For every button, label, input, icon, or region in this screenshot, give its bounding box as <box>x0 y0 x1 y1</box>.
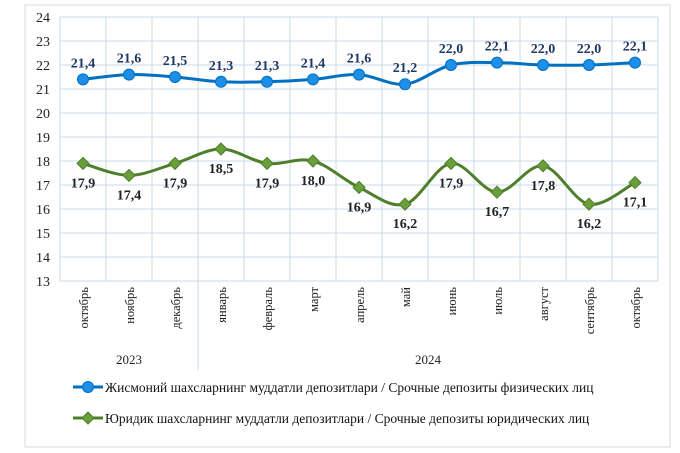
y-tick-label: 21 <box>36 83 50 98</box>
data-label: 22,0 <box>577 42 602 57</box>
data-label: 18,0 <box>301 174 326 189</box>
x-tick-label: октябрь <box>77 287 91 329</box>
y-tick-label: 19 <box>36 131 50 146</box>
y-tick-label: 18 <box>36 155 50 170</box>
data-point <box>398 197 412 211</box>
data-point <box>445 59 457 71</box>
data-label: 21,4 <box>301 56 326 71</box>
data-label: 22,1 <box>623 40 648 55</box>
legend-label: Жисмоний шахсларнинг муддатли депозитлар… <box>105 380 593 395</box>
x-tick-label: май <box>399 287 413 307</box>
data-label: 22,0 <box>439 42 464 57</box>
data-label: 17,1 <box>623 196 648 211</box>
data-point <box>537 59 549 71</box>
data-label: 17,8 <box>531 179 556 194</box>
data-label: 16,9 <box>347 200 372 215</box>
data-point <box>582 197 596 211</box>
y-tick-label: 17 <box>36 179 50 194</box>
data-label: 17,9 <box>255 176 280 191</box>
data-label: 21,3 <box>209 59 234 74</box>
data-label: 16,7 <box>485 205 510 220</box>
data-point <box>169 71 181 83</box>
x-tick-label: октябрь <box>629 287 643 329</box>
x-tick-label: март <box>307 286 321 311</box>
data-label: 21,2 <box>393 61 418 76</box>
x-tick-label: февраль <box>261 287 275 331</box>
data-label: 17,9 <box>439 176 464 191</box>
data-point <box>122 168 136 183</box>
data-label: 17,4 <box>117 188 142 203</box>
y-tick-label: 15 <box>36 227 50 242</box>
y-tick-label: 13 <box>36 275 50 290</box>
data-label: 16,2 <box>577 217 602 232</box>
x-tick-label: апрель <box>353 287 367 323</box>
x-tick-label: июль <box>491 287 505 315</box>
data-label: 17,9 <box>71 176 96 191</box>
x-tick-label: январь <box>215 287 229 323</box>
data-point <box>168 156 182 171</box>
group-label: 2023 <box>116 352 142 367</box>
data-point <box>214 142 228 156</box>
data-label: 21,4 <box>71 56 96 71</box>
data-point <box>628 175 642 190</box>
data-point <box>444 156 458 171</box>
data-label: 18,5 <box>209 162 234 177</box>
data-label: 21,5 <box>163 54 188 69</box>
data-point <box>260 156 274 171</box>
data-point <box>536 159 550 173</box>
data-point <box>583 59 595 71</box>
data-point <box>629 56 641 69</box>
data-label: 16,2 <box>393 217 418 232</box>
legend-label: Юридик шахсларнинг муддатли депозитлари … <box>105 411 589 426</box>
data-point <box>77 73 89 86</box>
data-point <box>399 78 411 91</box>
x-tick-label: сентябрь <box>583 287 597 335</box>
y-tick-label: 24 <box>36 11 50 26</box>
legend-marker <box>81 411 95 425</box>
data-point <box>307 73 319 86</box>
data-point <box>490 185 504 199</box>
data-label: 17,9 <box>163 176 188 191</box>
data-label: 22,1 <box>485 40 510 55</box>
data-label: 21,6 <box>117 52 142 67</box>
group-label: 2024 <box>415 352 442 367</box>
y-tick-label: 23 <box>36 35 50 50</box>
data-point <box>353 68 365 81</box>
data-point <box>123 68 135 81</box>
y-tick-label: 14 <box>36 251 50 266</box>
x-tick-label: декабрь <box>169 287 183 329</box>
y-tick-label: 20 <box>36 107 50 122</box>
data-label: 21,6 <box>347 52 372 67</box>
x-tick-label: июнь <box>445 287 459 316</box>
x-tick-label: ноябрь <box>123 287 137 324</box>
data-label: 22,0 <box>531 42 556 57</box>
y-tick-label: 16 <box>36 203 50 218</box>
data-point <box>76 156 90 171</box>
y-tick-label: 22 <box>36 59 50 74</box>
data-point <box>352 180 366 195</box>
data-point <box>306 154 320 168</box>
data-point <box>261 75 273 88</box>
data-point <box>491 56 503 69</box>
legend-marker <box>82 381 94 393</box>
data-point <box>215 75 227 88</box>
x-tick-label: август <box>537 286 551 320</box>
data-label: 21,3 <box>255 59 280 74</box>
